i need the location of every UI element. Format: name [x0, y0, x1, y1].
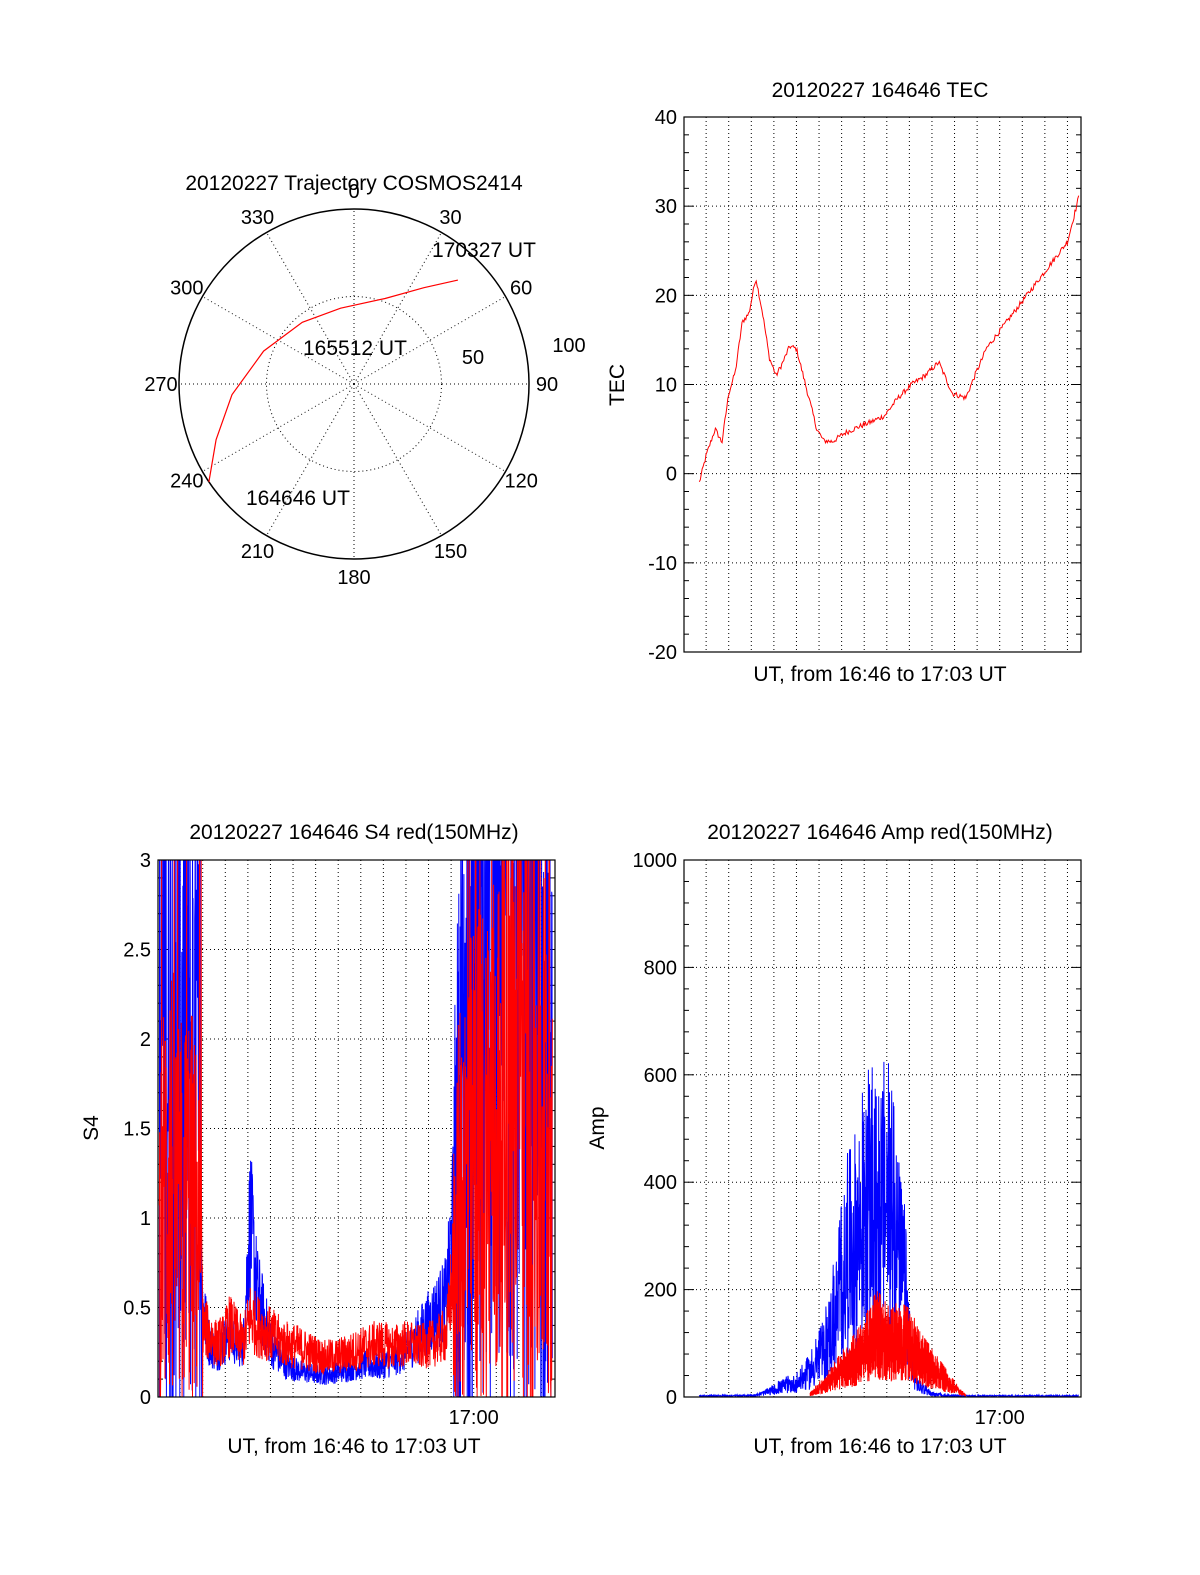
plot-area: [698, 1061, 1079, 1397]
x-tick-label: 17:00: [449, 1407, 499, 1429]
plot-frame: [683, 859, 1082, 1398]
polar-elevation-label: 50: [462, 347, 484, 369]
polar-spoke: [353, 383, 442, 536]
plot-area: [698, 195, 1080, 483]
y-tick-label: -10: [648, 553, 677, 575]
y-tick-label: 0: [666, 1387, 677, 1409]
series-line-secondary: [158, 860, 553, 1397]
y-tick-label: 200: [644, 1280, 677, 1302]
series-line-secondary: [809, 1291, 967, 1397]
tec-ylabel: TEC: [606, 364, 629, 406]
polar-azimuth-label: 30: [439, 207, 461, 229]
y-tick-label: 600: [644, 1065, 677, 1087]
polar-azimuth-label: 90: [536, 374, 558, 396]
y-tick-label: 20: [655, 285, 677, 307]
y-tick-label: 3: [140, 850, 151, 872]
annotation-start-time: 164646 UT: [246, 487, 350, 510]
y-tick-label: 40: [655, 107, 677, 129]
polar-azimuth-label: 180: [337, 567, 370, 589]
polar-azimuth-label: 60: [510, 278, 532, 300]
y-tick-label: 800: [644, 957, 677, 979]
polar-azimuth-label: 300: [170, 278, 203, 300]
y-tick-label: 0.5: [123, 1298, 151, 1320]
y-tick-label: 2: [140, 1029, 151, 1051]
s4-panel: 20120227 164646 S4 red(150MHz) UT, from …: [80, 821, 556, 1458]
plot-frame: [683, 116, 1082, 653]
y-tick-label: -20: [648, 642, 677, 664]
tec-panel: 20120227 164646 TEC UT, from 16:46 to 17…: [606, 79, 1082, 686]
polar-elevation-label: 100: [552, 335, 585, 357]
tec-title: 20120227 164646 TEC: [772, 79, 989, 102]
y-tick-label: 0: [140, 1387, 151, 1409]
polar-azimuth-label: 210: [241, 541, 274, 563]
polar-trajectory-panel: 20120227 Trajectory COSMOS2414 0 30 60 90 12…: [144, 172, 585, 589]
polar-azimuth-label: 120: [504, 471, 537, 493]
y-tick-label: 10: [655, 375, 677, 397]
polar-azimuth-label: 270: [144, 374, 177, 396]
amp-ylabel: Amp: [586, 1106, 609, 1149]
s4-xlabel: UT, from 16:46 to 17:03 UT: [227, 1435, 480, 1458]
polar-azimuth-label: 330: [241, 207, 274, 229]
series-line-primary: [698, 1061, 1079, 1397]
s4-title: 20120227 164646 S4 red(150MHz): [189, 821, 518, 844]
polar-spoke: [353, 232, 442, 385]
polar-outer-ring: [178, 208, 530, 560]
plot-frame: [157, 859, 556, 1398]
polar-azimuth-label: 0: [348, 181, 359, 203]
trajectory-line: [208, 279, 459, 483]
polar-spoke: [353, 383, 506, 472]
y-tick-label: 2.5: [123, 940, 151, 962]
y-tick-label: 0: [666, 464, 677, 486]
annotation-mid-time: 165512 UT: [303, 337, 407, 360]
polar-title: 20120227 Trajectory COSMOS2414: [185, 172, 523, 195]
s4-ylabel: S4: [80, 1115, 103, 1141]
y-tick-label: 400: [644, 1172, 677, 1194]
y-tick-label: 1.5: [123, 1119, 151, 1141]
y-tick-label: 1000: [633, 850, 678, 872]
annotation-end-time: 170327 UT: [432, 239, 536, 262]
polar-azimuth-label: 150: [434, 541, 467, 563]
plot-area: [158, 860, 553, 1397]
y-tick-label: 30: [655, 196, 677, 218]
amp-panel: 20120227 164646 Amp red(150MHz) UT, from…: [586, 821, 1082, 1458]
x-tick-label: 17:00: [975, 1407, 1025, 1429]
amp-title: 20120227 164646 Amp red(150MHz): [707, 821, 1053, 844]
amp-xlabel: UT, from 16:46 to 17:03 UT: [753, 1435, 1006, 1458]
polar-spoke: [266, 383, 355, 536]
tec-xlabel: UT, from 16:46 to 17:03 UT: [753, 663, 1006, 686]
polar-azimuth-label: 240: [170, 471, 203, 493]
series-line-primary: [698, 195, 1080, 483]
y-tick-label: 1: [140, 1208, 151, 1230]
polar-ring: [266, 296, 442, 472]
